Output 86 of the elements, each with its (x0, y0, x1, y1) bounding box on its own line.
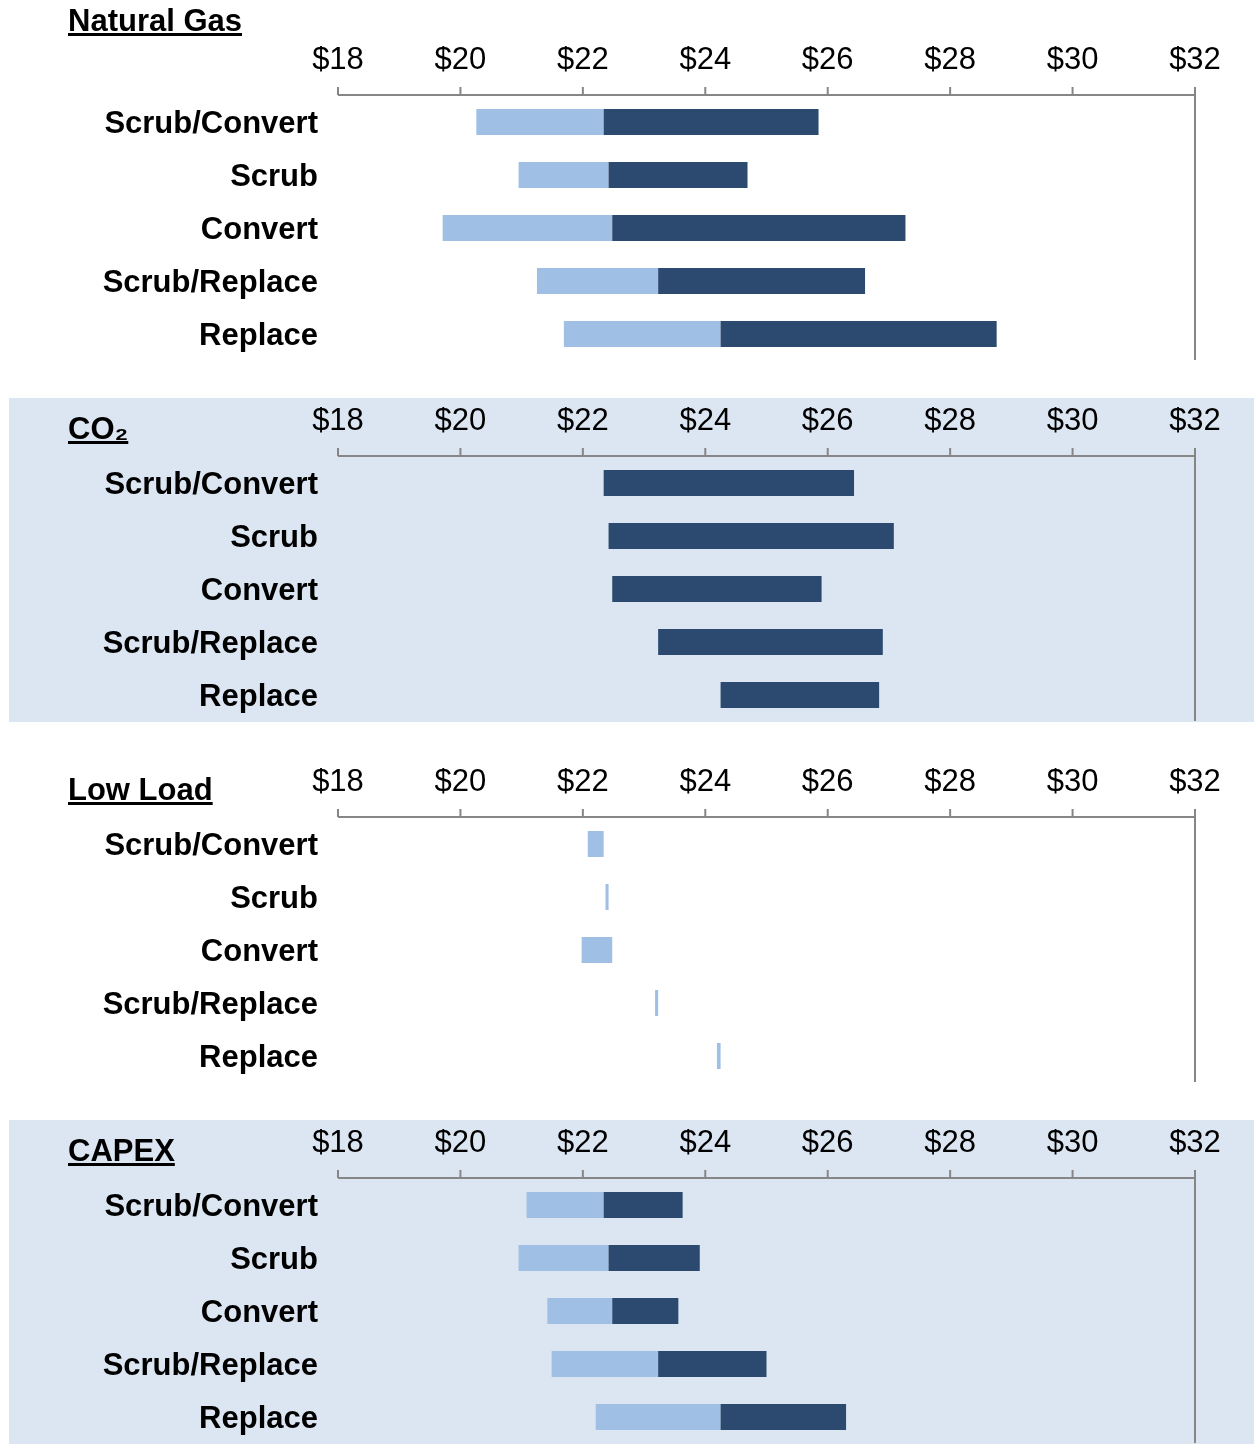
bar (563, 321, 721, 347)
y-tick-label: Scrub (230, 879, 318, 915)
y-tick-label: Scrub (230, 518, 318, 554)
y-tick-label: Scrub/Replace (102, 263, 318, 299)
y-tick-label: Convert (200, 932, 318, 968)
bar (518, 162, 609, 188)
chart-title: CO₂ (68, 411, 129, 447)
chart-title: Natural Gas (68, 3, 243, 39)
x-tick-label: $22 (556, 41, 609, 76)
bar (720, 321, 997, 347)
bar (608, 1245, 700, 1271)
bar (612, 1298, 679, 1324)
bar (551, 1351, 659, 1377)
x-tick-label: $32 (1169, 402, 1221, 437)
bar (547, 1298, 613, 1324)
x-tick-label: $18 (312, 1124, 364, 1159)
x-tick-label: $26 (801, 402, 854, 437)
y-tick-label: Scrub/Convert (104, 826, 318, 862)
bar (603, 1192, 683, 1218)
y-tick-label: Convert (200, 1293, 318, 1329)
x-tick-label: $28 (924, 41, 977, 76)
bar (658, 268, 866, 294)
x-tick-label: $24 (679, 763, 732, 798)
bar (716, 1043, 721, 1069)
x-tick-label: $20 (434, 763, 487, 798)
x-tick-label: $22 (556, 1124, 609, 1159)
bar (658, 1351, 767, 1377)
y-tick-label: Scrub/Replace (102, 1346, 318, 1382)
x-tick-label: $32 (1169, 1124, 1221, 1159)
x-tick-label: $26 (801, 763, 854, 798)
bar (595, 1404, 721, 1430)
bar (608, 523, 894, 549)
x-tick-label: $28 (924, 402, 977, 437)
x-tick-label: $22 (556, 763, 609, 798)
bar (442, 215, 613, 241)
chart-title: CAPEX (68, 1133, 175, 1169)
x-tick-label: $24 (679, 1124, 732, 1159)
x-tick-label: $28 (924, 1124, 977, 1159)
x-tick-label: $24 (679, 402, 732, 437)
chart-title: Low Load (68, 772, 213, 808)
x-tick-label: $30 (1046, 763, 1099, 798)
x-tick-label: $26 (801, 41, 854, 76)
bar (720, 1404, 847, 1430)
y-tick-label: Replace (199, 1038, 318, 1074)
bar (603, 470, 855, 496)
x-tick-label: $18 (312, 763, 364, 798)
bar (658, 629, 883, 655)
x-tick-label: $28 (924, 763, 977, 798)
y-tick-label: Convert (200, 571, 318, 607)
bar (526, 1192, 604, 1218)
bar (720, 682, 880, 708)
x-tick-label: $26 (801, 1124, 854, 1159)
bar (603, 109, 819, 135)
x-tick-label: $30 (1046, 41, 1099, 76)
y-tick-label: Convert (200, 210, 318, 246)
x-tick-label: $22 (556, 402, 609, 437)
y-tick-label: Scrub/Convert (104, 104, 318, 140)
bar (655, 990, 659, 1016)
bar (518, 1245, 609, 1271)
y-tick-label: Replace (199, 677, 318, 713)
y-tick-label: Scrub/Replace (102, 624, 318, 660)
y-tick-label: Scrub (230, 157, 318, 193)
bar (581, 937, 613, 963)
bar (587, 831, 604, 857)
bar (612, 576, 822, 602)
x-tick-label: $18 (312, 402, 364, 437)
bar (605, 884, 609, 910)
x-tick-label: $20 (434, 41, 487, 76)
x-tick-label: $32 (1169, 763, 1221, 798)
x-tick-label: $18 (312, 41, 364, 76)
y-tick-label: Scrub/Convert (104, 1187, 318, 1223)
x-tick-label: $32 (1169, 41, 1221, 76)
x-tick-label: $30 (1046, 1124, 1099, 1159)
x-tick-label: $24 (679, 41, 732, 76)
y-tick-label: Scrub (230, 1240, 318, 1276)
y-tick-label: Replace (199, 316, 318, 352)
bar (476, 109, 604, 135)
x-tick-label: $30 (1046, 402, 1099, 437)
x-tick-label: $20 (434, 1124, 487, 1159)
y-tick-label: Scrub/Convert (104, 465, 318, 501)
y-tick-label: Scrub/Replace (102, 985, 318, 1021)
y-tick-label: Replace (199, 1399, 318, 1435)
bar (608, 162, 748, 188)
bar (536, 268, 659, 294)
x-tick-label: $20 (434, 402, 487, 437)
bar (612, 215, 906, 241)
